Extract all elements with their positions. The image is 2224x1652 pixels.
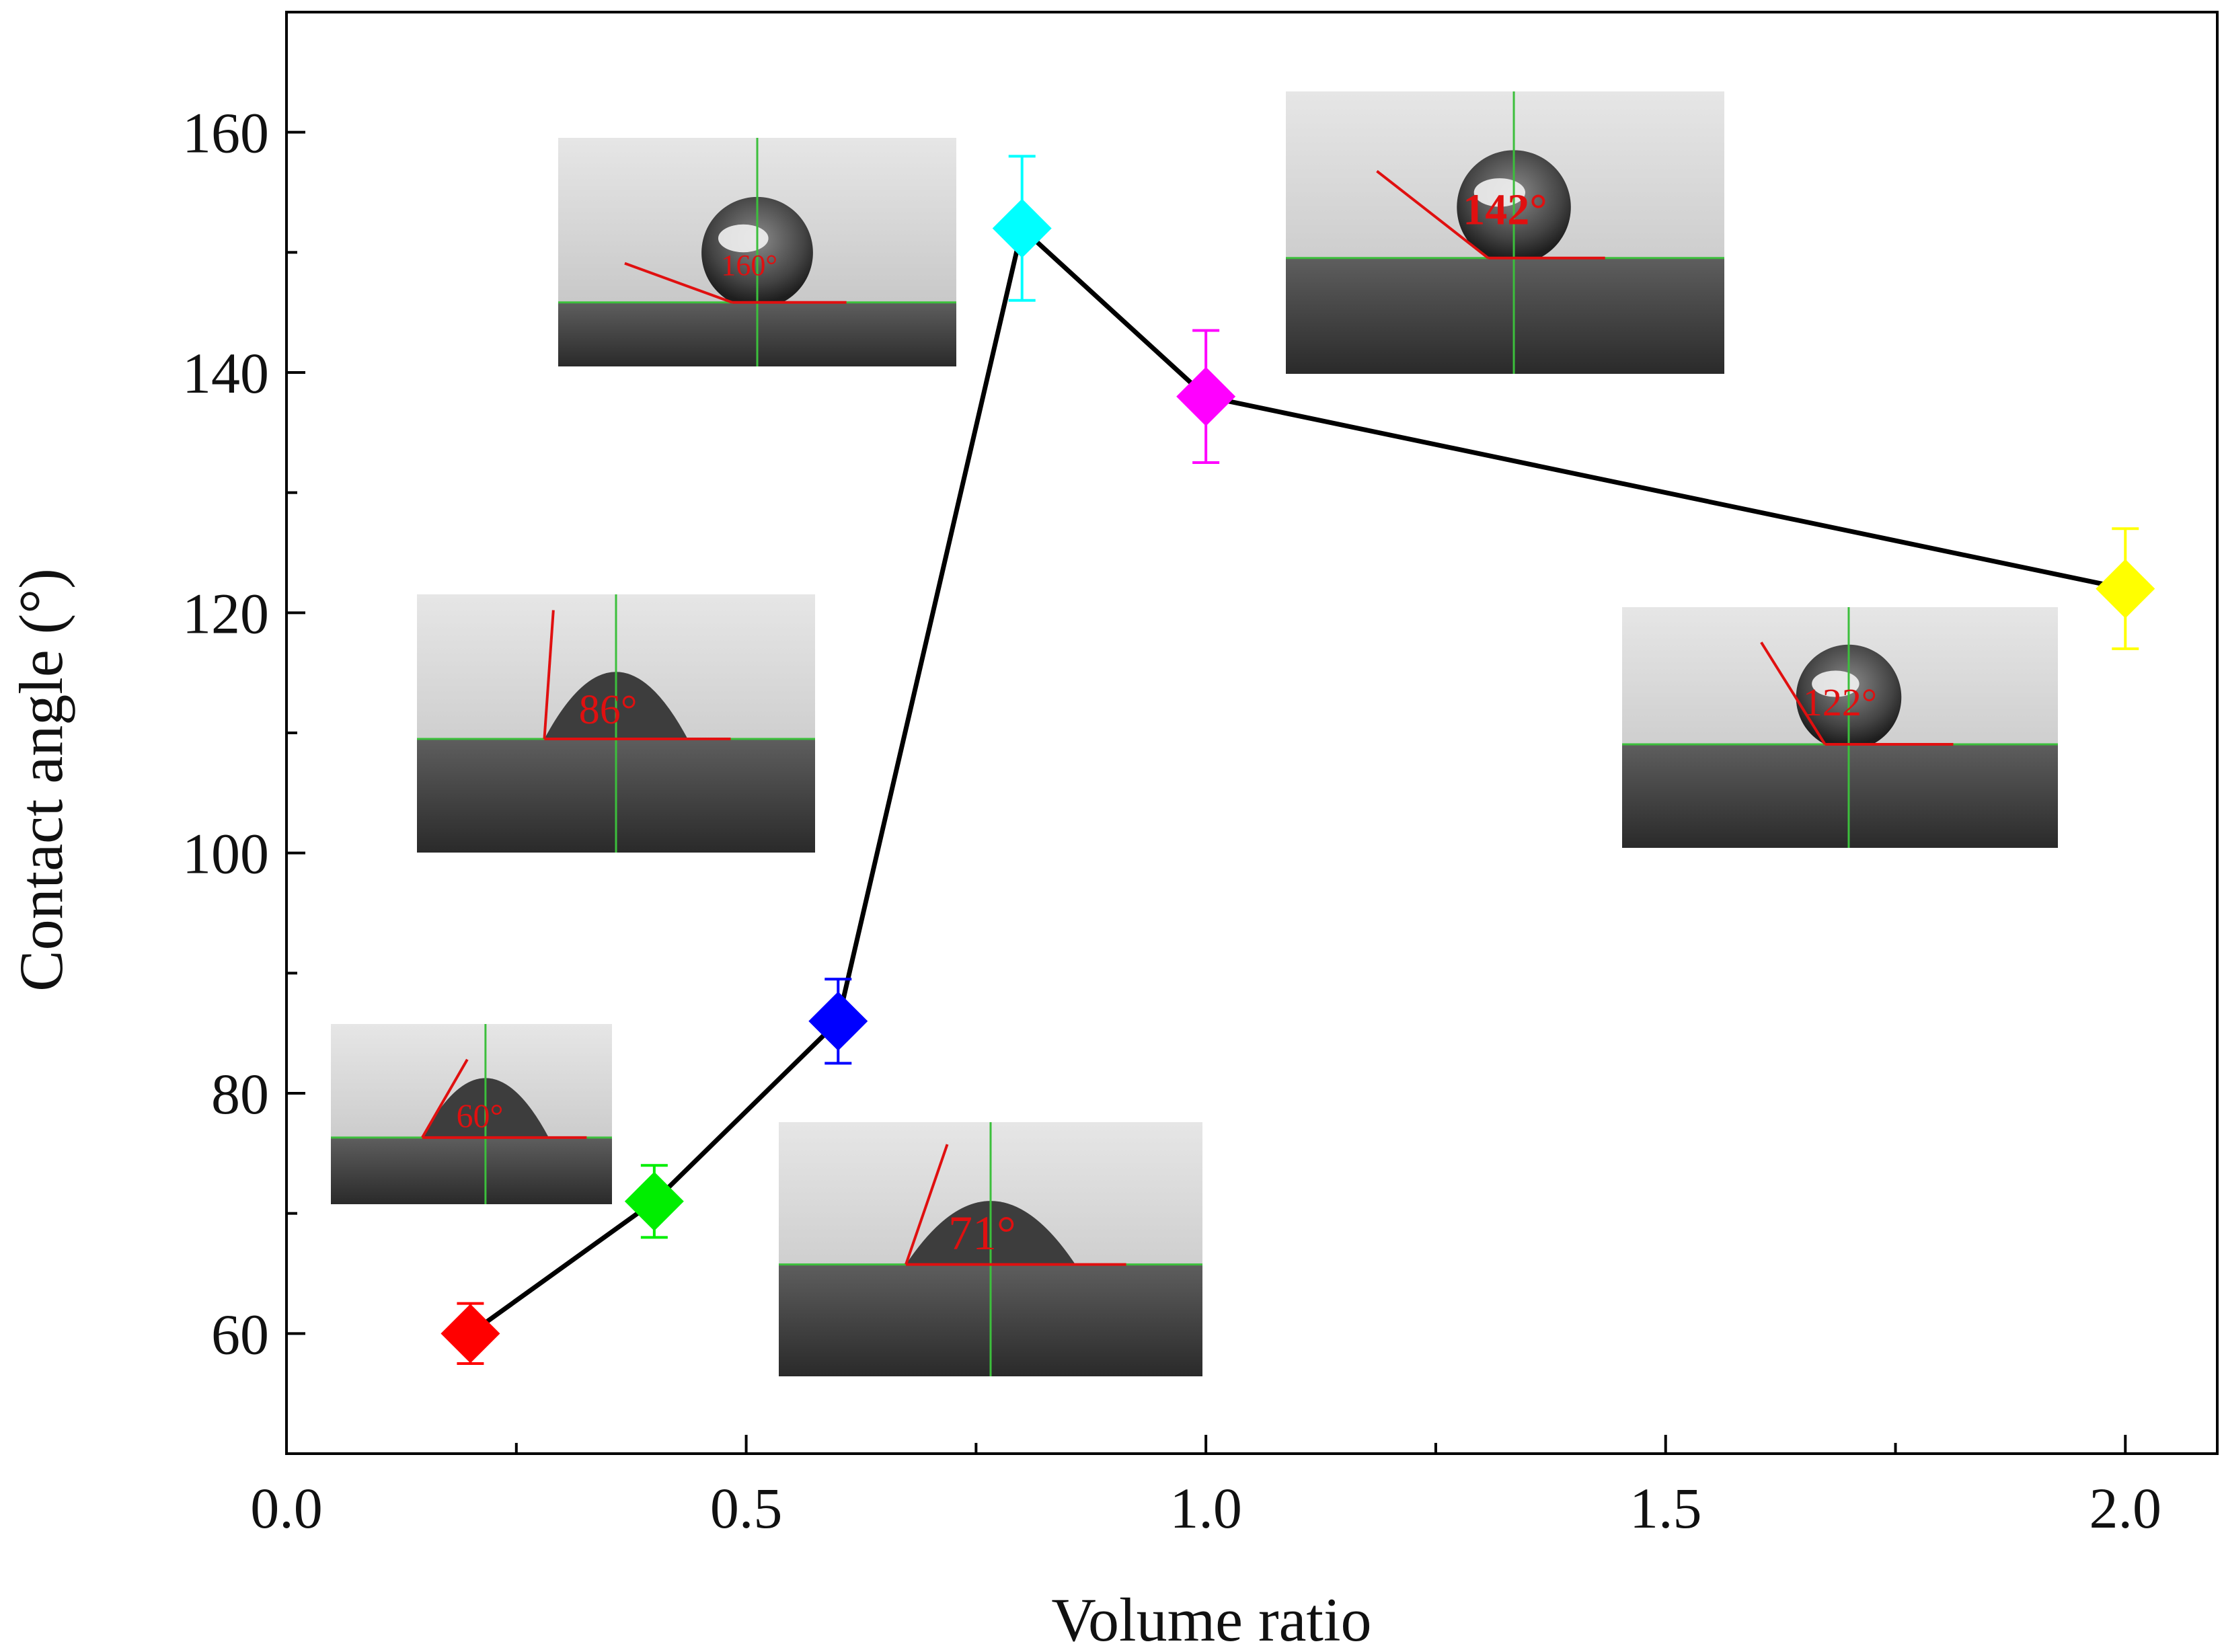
- y-tick-label: 80: [211, 1062, 269, 1126]
- tangent-line: [1760, 641, 1827, 746]
- inset-image-2: 71°: [779, 1122, 1202, 1376]
- data-series: [440, 155, 2155, 1365]
- inset-angle-label: 71°: [948, 1206, 1016, 1260]
- inset-angle-label: 142°: [1463, 185, 1547, 234]
- droplet-highlight: [1473, 178, 1525, 207]
- inset-angle-label: 86°: [579, 687, 638, 733]
- inset-image-6: 122°: [1622, 607, 2058, 848]
- tangent-line: [1376, 169, 1490, 260]
- x-tick-label: 0.5: [710, 1476, 783, 1540]
- inset-substrate: [1286, 258, 1724, 374]
- inset-angle-label: 160°: [721, 249, 777, 282]
- droplet-highlight: [718, 224, 769, 253]
- data-point: [1176, 366, 1236, 426]
- inset-image-3: 86°: [417, 594, 815, 853]
- inset-image-5: 142°: [1286, 91, 1724, 374]
- tangent-line: [624, 262, 733, 304]
- data-point: [992, 198, 1052, 258]
- y-axis-title: Contact angle (°): [7, 568, 75, 991]
- inset-angle-label: 122°: [1803, 680, 1877, 724]
- y-tick-label: 140: [182, 341, 269, 405]
- inset-substrate: [1622, 744, 2058, 848]
- x-axis-title: Volume ratio: [1051, 1585, 1371, 1652]
- data-point: [2096, 559, 2155, 619]
- inset-image-4: 160°: [558, 138, 956, 366]
- y-tick-label: 120: [182, 581, 269, 645]
- y-tick-label: 160: [182, 101, 269, 165]
- tangent-line: [421, 1058, 469, 1138]
- y-tick-label: 100: [182, 822, 269, 886]
- x-tick-label: 0.0: [250, 1476, 323, 1540]
- y-tick-label: 60: [211, 1302, 269, 1366]
- x-tick-label: 1.5: [1629, 1476, 1702, 1540]
- data-point: [624, 1171, 684, 1231]
- x-tick-label: 2.0: [2089, 1476, 2162, 1540]
- plot-axes: [285, 11, 2219, 1455]
- tangent-line: [543, 610, 555, 740]
- axis-labels: 0.0 0.5 1.0 1.5 2.0 60 80 100 120 140 160 Volume ra…: [7, 101, 2161, 1652]
- droplet-highlight: [1812, 670, 1859, 697]
- inset-images: 60° 71° 86° 160° 142° 122°: [331, 91, 2058, 1376]
- tangent-line: [905, 1144, 949, 1265]
- inset-angle-label: 60°: [457, 1097, 504, 1134]
- series-line: [469, 223, 2126, 1336]
- x-tick-label: 1.0: [1169, 1476, 1242, 1540]
- inset-substrate: [331, 1137, 612, 1204]
- inset-image-1: 60°: [331, 1024, 612, 1204]
- data-point: [808, 991, 868, 1051]
- data-point: [440, 1304, 500, 1364]
